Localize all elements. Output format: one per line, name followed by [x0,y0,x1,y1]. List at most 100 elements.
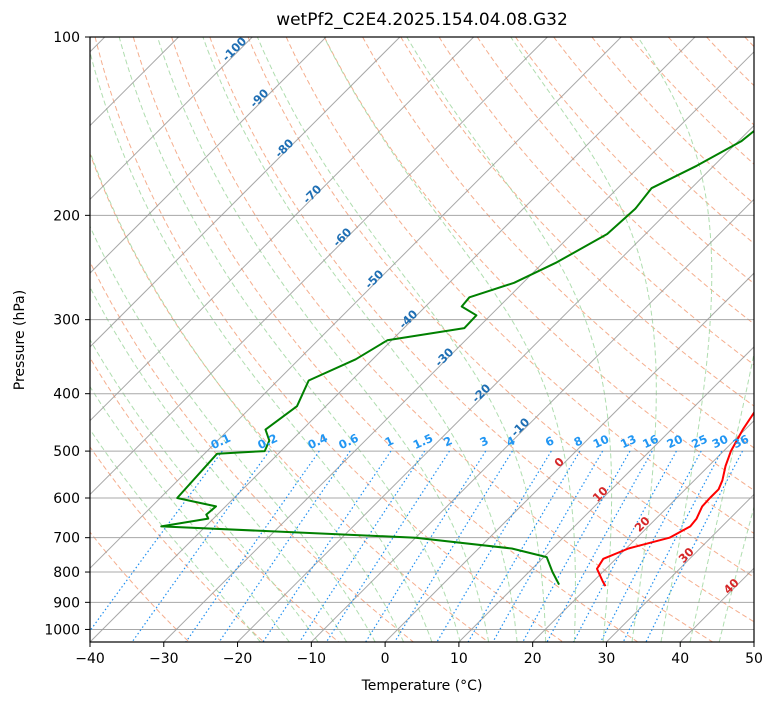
dry-adiabat [553,37,754,245]
moist-adiabat [90,150,405,642]
moist-adiabat [510,37,657,642]
x-tick-label: −30 [149,651,179,667]
dry-adiabat [90,531,190,642]
mixing-ratio-label: 6 [543,433,556,449]
moist-adiabat [323,37,576,642]
isotherm [0,37,31,642]
y-tick-label: 100 [53,30,80,46]
mixing-ratio-label: 13 [618,432,638,451]
moist-adiabat-label: 30 [676,545,697,566]
moist-adiabat [118,37,461,642]
mixing-ratio-label: 0.1 [208,431,232,452]
isotherm [163,51,754,642]
mixing-ratio-line [299,450,426,642]
moist-adiabat [90,50,433,642]
x-tick-label: 0 [381,651,390,667]
moist-adiabat [90,428,261,642]
dry-adiabat [744,37,754,48]
isotherm [90,37,253,201]
mixing-ratio-line [262,450,392,642]
dry-adiabat [90,152,489,642]
dry-adiabat-label: -90 [247,86,272,111]
plot-area [0,37,754,642]
moist-adiabat [718,505,754,642]
isotherm [310,198,754,642]
moist-adiabat-label: 10 [590,484,611,505]
isotherm [90,37,401,348]
dry-adiabat-label: -50 [362,267,387,292]
moist-adiabat [90,338,319,642]
dry-adiabat [94,37,564,642]
moist-adiabat [202,37,518,642]
moist-adiabat [157,37,490,642]
y-tick-label: 700 [53,531,80,547]
moist-adiabat [256,37,547,642]
dry-adiabat-label: -100 [219,34,249,64]
mixing-ratio-label: 25 [689,432,709,451]
dry-adiabat [515,37,754,285]
dry-adiabat-label: -60 [330,225,355,250]
temperature-profile [596,411,754,587]
dry-adiabat [323,37,754,491]
dry-adiabat [362,37,754,449]
isotherm [237,124,754,642]
mixing-ratio-label: 10 [591,432,611,451]
isotherm [90,37,327,274]
mixing-ratio-line [492,450,604,642]
isotherm [606,493,754,642]
isotherm [90,37,548,496]
mixing-ratio-line [131,450,270,642]
mixing-ratio-label: 1 [383,433,396,449]
dry-adiabat [706,37,754,87]
y-tick-label: 400 [53,387,80,403]
dry-adiabat-label: -20 [469,381,494,406]
mixing-ratio-line [185,450,320,642]
x-axis-label: Temperature (°C) [361,678,483,694]
moist-adiabat [406,37,613,642]
x-tick-label: −10 [297,651,327,667]
mixing-ratio-line [90,450,223,632]
dry-adiabat [171,37,713,642]
isotherm [458,346,754,642]
mixing-ratio-label: 36 [731,432,751,451]
dry-adiabat-label: -70 [300,182,325,207]
y-tick-label: 300 [53,313,80,329]
dry-adiabat [132,37,639,642]
x-tick-label: −20 [223,651,253,667]
isotherm [384,272,754,642]
mixing-ratio-label: 3 [477,433,490,449]
y-tick-label: 600 [53,491,80,507]
dry-adiabat-label: -40 [396,307,421,332]
mixing-ratio-line [467,450,581,642]
mixing-ratio-label: 16 [640,432,660,451]
dry-adiabat [629,37,754,165]
x-tick-label: 30 [598,651,616,667]
moist-adiabat [637,37,713,642]
x-tick-label: 10 [450,651,468,667]
moist-adiabat [90,286,348,642]
mixing-ratio-label: 1.5 [411,431,435,452]
dewpoint-profile [160,129,754,586]
x-tick-label: 40 [671,651,689,667]
mixing-ratio-label: 0.4 [305,431,329,452]
dry-adiabat [90,260,414,642]
mixing-ratio-label: 20 [665,432,685,451]
dry-adiabat [247,37,754,578]
x-tick-label: 20 [524,651,542,667]
y-tick-label: 200 [53,208,80,224]
y-tick-label: 1000 [44,622,80,638]
mixing-ratio-line [522,450,631,642]
moist-adiabat [689,351,754,642]
isotherm [679,567,754,642]
mixing-ratio-label: 8 [572,433,585,449]
mixing-ratio-line [645,450,744,642]
moist-adiabat-label: 40 [721,576,742,597]
isotherm [532,419,754,642]
mixing-ratio-label: 30 [710,432,730,451]
mixing-ratio-line [218,450,351,642]
dry-adiabat-label: -30 [432,345,457,370]
y-tick-label: 800 [53,565,80,581]
isotherm [90,37,622,569]
